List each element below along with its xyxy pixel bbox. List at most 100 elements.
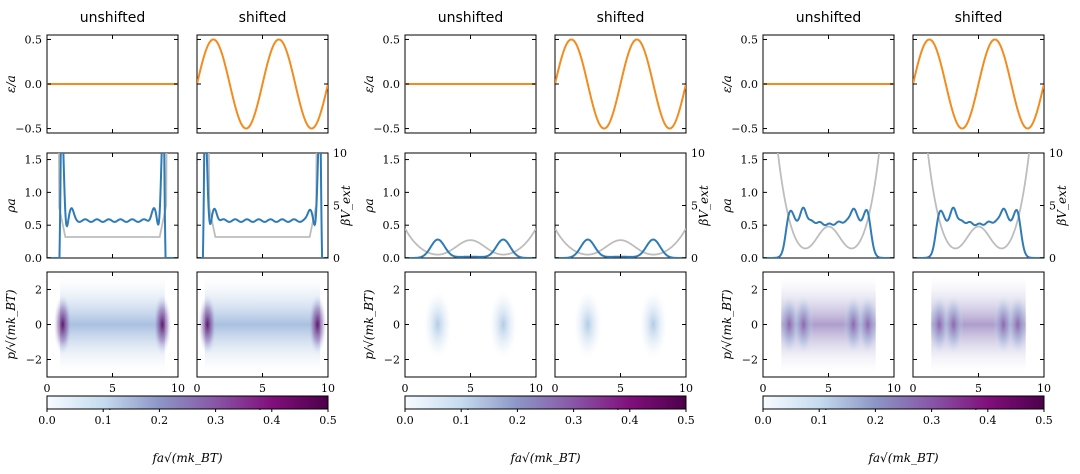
colorbar-tick-label: 0.5: [677, 414, 695, 427]
y-tick-label: 0.0: [25, 78, 43, 91]
potential-line: [777, 153, 880, 250]
y-tick-label: 2: [35, 284, 42, 297]
x-tick-label: 5: [975, 382, 982, 395]
axes-frame: [46, 152, 179, 259]
colorbar-label: fa√(mk_BT): [151, 451, 222, 465]
column-title-unshifted: unshifted: [80, 10, 145, 26]
y2-tick-label: 0: [691, 252, 698, 265]
y-tick-label: 0.0: [383, 252, 401, 265]
y-tick-label: 0.5: [25, 219, 43, 232]
density-line: [197, 153, 328, 258]
displacement-line: [555, 38, 686, 130]
x-tick-label: 10: [321, 382, 335, 395]
colorbar-tick-label: 0.2: [151, 414, 169, 427]
colorbar-tick-label: 0.3: [923, 414, 941, 427]
phase-space-peak: [198, 294, 217, 355]
y2-tick-label: 10: [691, 147, 705, 160]
x-tick-label: 10: [679, 382, 693, 395]
plot-area: [423, 290, 518, 359]
plot-area: [197, 38, 328, 130]
x-tick-label: 0: [910, 382, 917, 395]
axes-frame: [404, 152, 537, 259]
colorbar-tick-label: 0.0: [754, 414, 772, 427]
y-axis-label: p/√(mk_BT): [362, 289, 376, 360]
y-tick-label: 1.0: [741, 186, 759, 199]
phase-space-band: [204, 275, 321, 374]
plot-area: [913, 153, 1044, 258]
axes-frame: [912, 152, 1045, 259]
colorbar-tick-label: 0.4: [621, 414, 639, 427]
phase-space-peak: [843, 294, 864, 355]
colorbar-tick-label: 0.1: [452, 414, 470, 427]
y-tick-label: 0.5: [25, 33, 43, 46]
y-axis-label: ρa: [720, 198, 734, 213]
x-tick-label: 10: [887, 382, 901, 395]
x-tick-label: 5: [109, 382, 116, 395]
y-tick-label: 1.0: [383, 186, 401, 199]
phase-space-peak: [793, 294, 814, 355]
x-tick-label: 5: [259, 382, 266, 395]
x-tick-label: 10: [171, 382, 185, 395]
plot-area: [763, 153, 894, 258]
phase-space-peak: [53, 294, 72, 355]
y-axis-label: p/√(mk_BT): [720, 289, 734, 360]
plot-area: [47, 153, 178, 258]
phase-space-peak: [639, 290, 668, 359]
x-tick-label: 0: [760, 382, 767, 395]
y2-tick-label: 5: [691, 200, 698, 213]
plot-area: [198, 275, 327, 374]
potential-line: [927, 153, 1030, 250]
phase-space-peak: [993, 294, 1014, 355]
y-axis-label: ρa: [4, 198, 18, 213]
colorbar: 0.0 0.1 0.2 0.3 0.4 0.5 fa√(mk_BT): [38, 395, 337, 465]
y-tick-label: 0.5: [741, 33, 759, 46]
x-tick-label: 5: [617, 382, 624, 395]
colorbar-tick-label: 0.2: [509, 414, 527, 427]
y2-axis-label: βV_ext: [1055, 185, 1069, 226]
plot-area: [913, 38, 1044, 130]
phase-space-peak: [573, 290, 602, 359]
colorbar-gradient: [404, 395, 687, 410]
phase-space-peak: [308, 294, 327, 355]
plot-area: [555, 38, 686, 130]
plot-area: [405, 228, 536, 258]
x-tick-label: 0: [44, 382, 51, 395]
y-tick-label: 0.0: [741, 252, 759, 265]
colorbar-tick-label: 0.0: [396, 414, 414, 427]
axes-frame: [554, 152, 687, 259]
y-tick-label: 0: [393, 319, 400, 332]
potential-line: [405, 228, 536, 256]
potential-line: [555, 228, 686, 256]
phase-space-peak: [929, 294, 950, 355]
column-title-unshifted: unshifted: [438, 10, 503, 26]
colorbar-tick-label: 0.2: [867, 414, 885, 427]
phase-space-peak: [423, 290, 452, 359]
colorbar-tick-label: 0.5: [319, 414, 337, 427]
y-tick-label: 1.5: [383, 154, 401, 167]
panel-group-3: unshifted 0.5 0.0 −0.5 ε/a 0.0 0.5 1.0 1.5 ρa 0 5 10…: [720, 10, 1069, 465]
y2-tick-label: 10: [333, 147, 347, 160]
colorbar-tick-label: 0.1: [810, 414, 828, 427]
colorbar-tick-label: 0.3: [207, 414, 225, 427]
colorbar-tick-label: 0.5: [1035, 414, 1053, 427]
y-tick-label: 0.5: [383, 219, 401, 232]
phase-space-peak: [1007, 294, 1028, 355]
displacement-line: [197, 38, 328, 130]
y-tick-label: 0.0: [25, 252, 43, 265]
colorbar: 0.0 0.1 0.2 0.3 0.4 0.5 fa√(mk_BT): [396, 395, 695, 465]
colorbar-tick-label: 0.4: [979, 414, 997, 427]
plot-area: [555, 228, 686, 258]
colorbar-tick-label: 0.1: [94, 414, 112, 427]
colorbar-tick-label: 0.0: [38, 414, 56, 427]
colorbar-tick-label: 0.3: [565, 414, 583, 427]
x-tick-label: 5: [467, 382, 474, 395]
y-tick-label: −0.5: [15, 123, 42, 136]
panel-group-1: unshifted 0.5 0.0 −0.5 ε/a 0.0 0.5 1.0 1.5 ρa 0 5 10…: [4, 10, 353, 465]
y-axis-label: p/√(mk_BT): [4, 289, 18, 360]
y-tick-label: 1.5: [741, 154, 759, 167]
colorbar-gradient: [46, 395, 329, 410]
axes-frame: [762, 152, 895, 259]
y2-tick-label: 10: [1049, 147, 1063, 160]
y2-tick-label: 5: [1049, 200, 1056, 213]
